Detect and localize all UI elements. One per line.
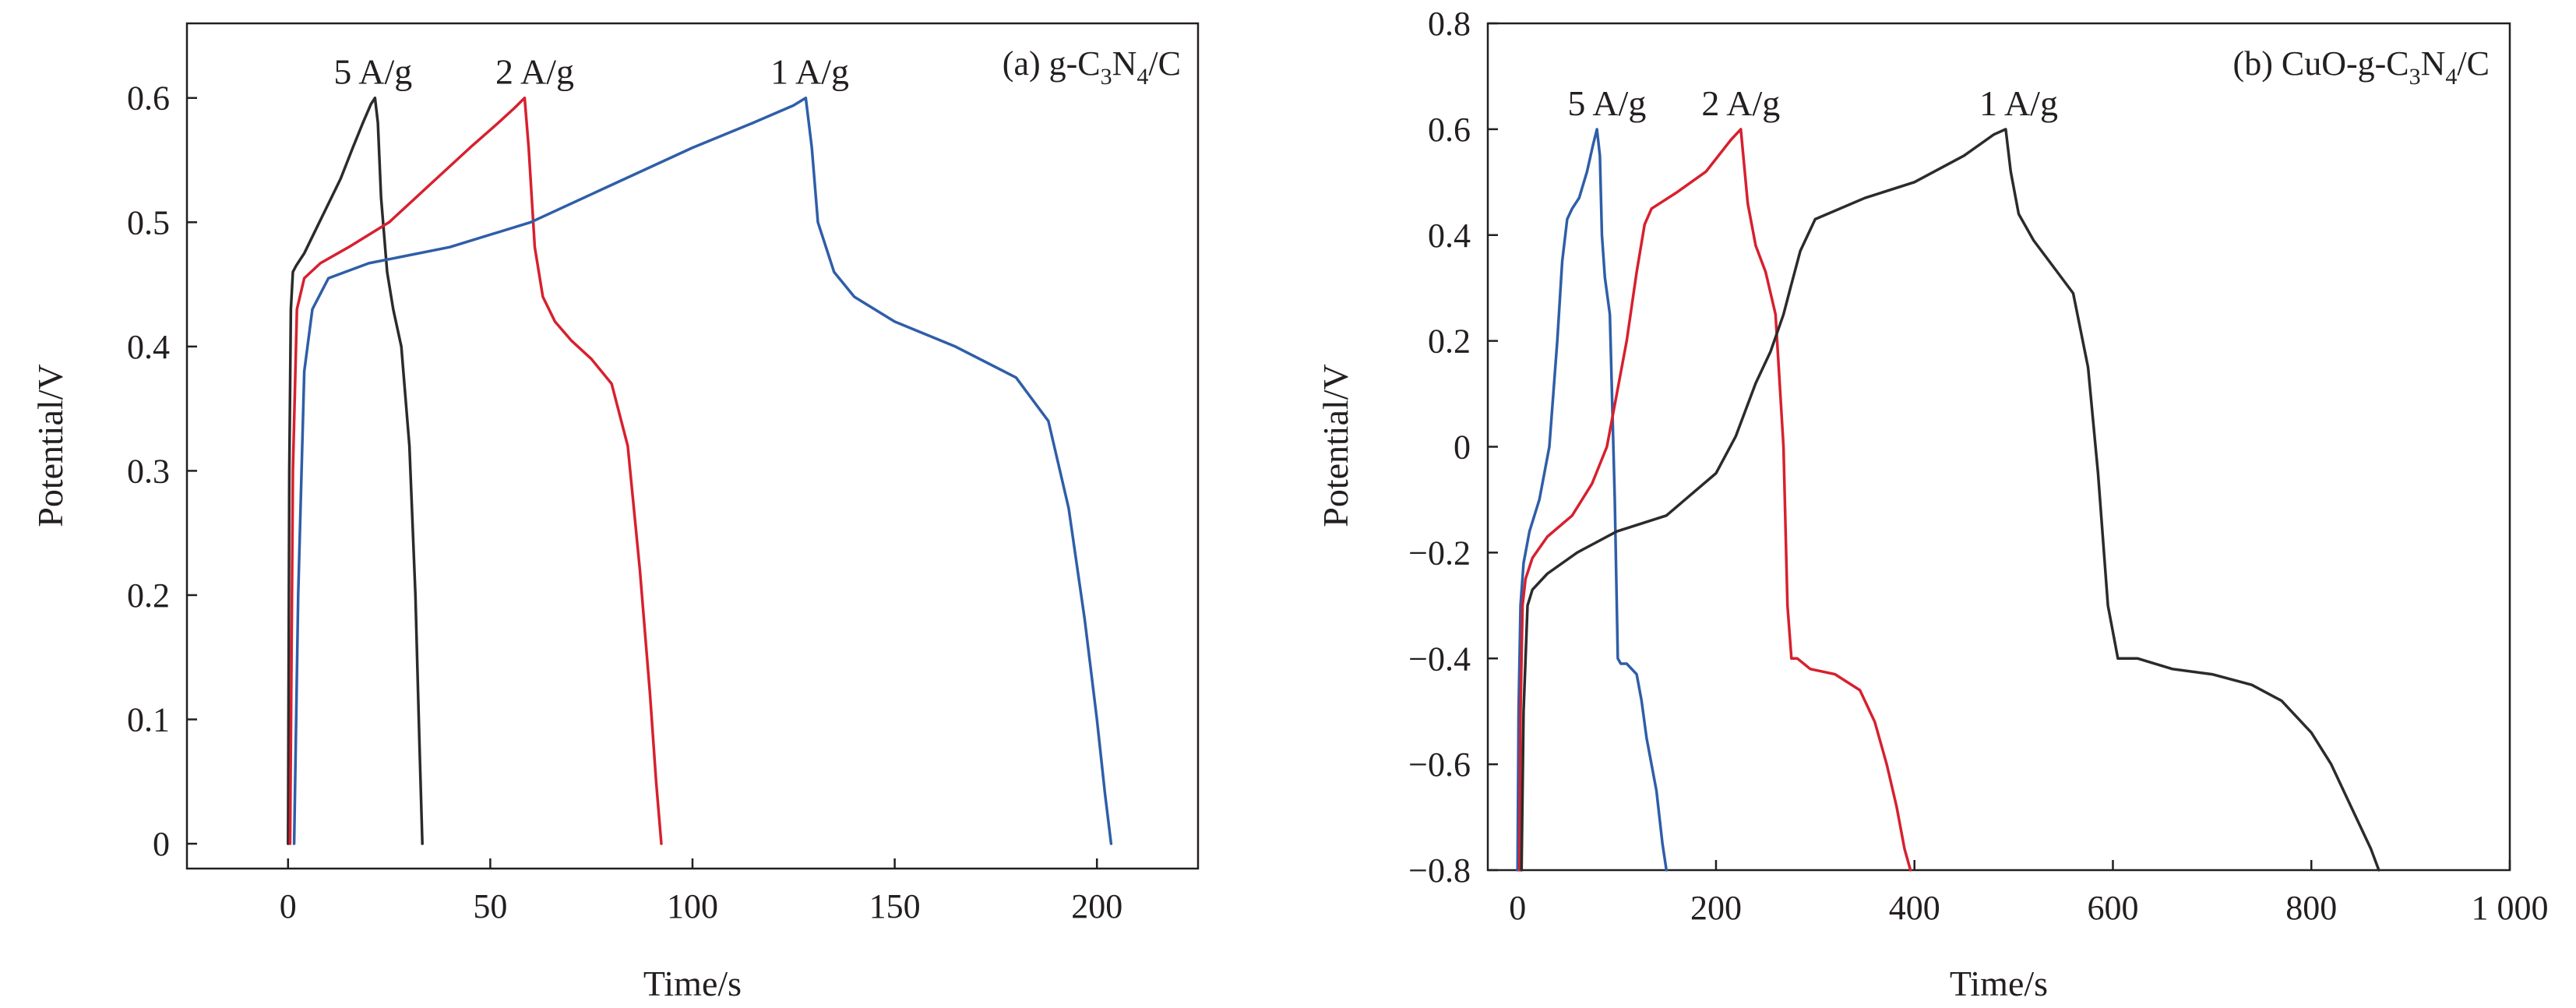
series-line-1-a-g — [292, 96, 1113, 845]
rate-label: 1 A/g — [770, 52, 849, 92]
series-line-2-a-g — [288, 96, 663, 845]
rate-labels-b: 5 A/g 2 A/g 1 A/g — [1567, 83, 2058, 123]
x-tick-label: 100 — [667, 887, 718, 925]
rate-label: 5 A/g — [1567, 83, 1646, 123]
series-group-b — [1516, 128, 2380, 872]
series-line-1-a-g — [1520, 128, 2380, 872]
x-tick-label: 150 — [869, 887, 921, 925]
x-tick-label: 0 — [280, 887, 297, 925]
y-axis-title-b: Potential/V — [1316, 364, 1355, 527]
x-tick-label: 0 — [1509, 889, 1526, 927]
x-axis-a: 0 50 100 150 200 — [280, 858, 1122, 925]
series-line-5-a-g — [1516, 128, 1669, 872]
plot-frame-b — [1486, 22, 2511, 872]
y-tick-label: 0.6 — [127, 79, 170, 118]
x-axis-title-b: Time/s — [1950, 964, 2048, 1003]
series-group-a — [287, 96, 1113, 845]
panel-label-b: (b) CuO-g-C3N4/C — [2233, 44, 2490, 90]
x-axis-title-a: Time/s — [643, 964, 742, 1003]
series-line-5-a-g — [287, 96, 424, 845]
y-tick-label: −0.8 — [1408, 851, 1471, 890]
y-tick-label: 0 — [1454, 428, 1471, 467]
y-tick-label: 0.1 — [127, 701, 170, 739]
y-tick-label: 0.6 — [1428, 111, 1471, 149]
x-tick-label: 200 — [1071, 887, 1122, 925]
y-tick-label: 0.5 — [127, 203, 170, 241]
panel-b: −0.8 −0.6 −0.4 −0.2 0 0.2 0.4 0.6 0.8 0 200 400 600… — [1316, 5, 2549, 1003]
y-tick-label: 0.2 — [1428, 322, 1471, 361]
y-tick-label: 0.3 — [127, 452, 170, 490]
y-tick-label: −0.4 — [1408, 640, 1471, 678]
y-tick-label: 0.4 — [127, 328, 170, 366]
x-tick-label: 600 — [2087, 889, 2138, 927]
panel-label-a: (a) g-C3N4/C — [1003, 44, 1181, 90]
x-tick-label: 50 — [473, 887, 507, 925]
y-tick-label: 0 — [153, 825, 170, 863]
x-tick-label: 200 — [1690, 889, 1742, 927]
x-tick-label: 1 000 — [2472, 889, 2549, 927]
panel-a: 0 0.1 0.2 0.3 0.4 0.5 0.6 0 50 100 150 200 5 A/g 2 … — [30, 22, 1200, 1003]
x-axis-b: 0 200 400 600 800 1 000 — [1509, 860, 2549, 927]
y-tick-label: 0.2 — [127, 576, 170, 615]
series-line-2-a-g — [1518, 128, 1912, 872]
y-axis-title-a: Potential/V — [30, 364, 70, 527]
x-tick-label: 400 — [1889, 889, 1940, 927]
rate-label: 5 A/g — [333, 52, 412, 92]
y-tick-label: −0.6 — [1408, 745, 1471, 784]
y-tick-label: 0.4 — [1428, 217, 1471, 255]
y-axis-b: −0.8 −0.6 −0.4 −0.2 0 0.2 0.4 0.6 0.8 — [1408, 5, 1498, 890]
rate-label: 2 A/g — [1701, 83, 1780, 123]
y-tick-label: −0.2 — [1408, 534, 1471, 572]
rate-labels-a: 5 A/g 2 A/g 1 A/g — [333, 52, 849, 92]
y-axis-a: 0 0.1 0.2 0.3 0.4 0.5 0.6 — [127, 79, 197, 863]
rate-label: 2 A/g — [495, 52, 574, 92]
y-tick-label: 0.8 — [1428, 5, 1471, 43]
plot-frame-a — [185, 22, 1200, 870]
rate-label: 1 A/g — [1979, 83, 2058, 123]
x-tick-label: 800 — [2285, 889, 2337, 927]
